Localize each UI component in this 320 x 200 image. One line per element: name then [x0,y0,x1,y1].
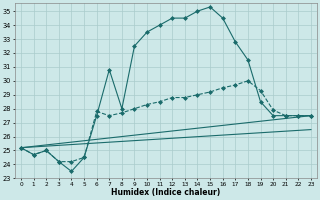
X-axis label: Humidex (Indice chaleur): Humidex (Indice chaleur) [111,188,220,197]
